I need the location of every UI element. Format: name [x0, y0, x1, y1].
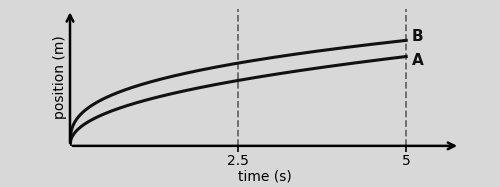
X-axis label: time (s): time (s) [238, 170, 292, 184]
Text: A: A [412, 53, 424, 68]
Y-axis label: position (m): position (m) [53, 36, 67, 119]
Text: B: B [412, 29, 423, 44]
